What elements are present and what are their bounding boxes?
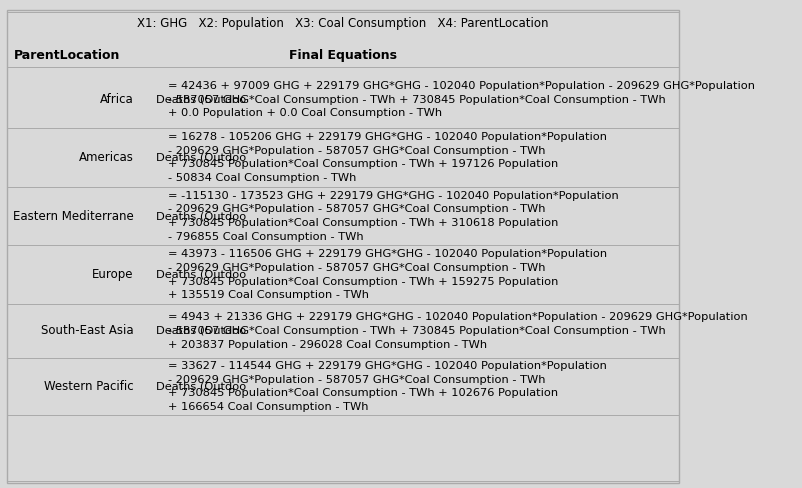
Text: + 730845 Population*Coal Consumption - TWh + 310618 Population: + 730845 Population*Coal Consumption - T… — [168, 218, 557, 228]
Text: = 33627 - 114544 GHG + 229179 GHG*GHG - 102040 Population*Population: = 33627 - 114544 GHG + 229179 GHG*GHG - … — [168, 361, 606, 371]
Text: Deaths (Outdoo: Deaths (Outdoo — [156, 382, 246, 391]
Text: = -115130 - 173523 GHG + 229179 GHG*GHG - 102040 Population*Population: = -115130 - 173523 GHG + 229179 GHG*GHG … — [168, 191, 618, 201]
Text: Final Equations: Final Equations — [289, 49, 396, 62]
Text: - 587057 GHG*Coal Consumption - TWh + 730845 Population*Coal Consumption - TWh: - 587057 GHG*Coal Consumption - TWh + 73… — [168, 95, 665, 104]
Text: Deaths (Outdoo: Deaths (Outdoo — [156, 211, 246, 221]
Text: South-East Asia: South-East Asia — [41, 325, 134, 337]
Text: Western Pacific: Western Pacific — [44, 380, 134, 393]
Text: - 796855 Coal Consumption - TWh: - 796855 Coal Consumption - TWh — [168, 232, 363, 242]
Text: ParentLocation: ParentLocation — [14, 49, 120, 62]
Text: = 4943 + 21336 GHG + 229179 GHG*GHG - 102040 Population*Population - 209629 GHG*: = 4943 + 21336 GHG + 229179 GHG*GHG - 10… — [168, 312, 747, 322]
Text: Deaths (Outdoo: Deaths (Outdoo — [156, 95, 246, 104]
Text: = 43973 - 116506 GHG + 229179 GHG*GHG - 102040 Population*Population: = 43973 - 116506 GHG + 229179 GHG*GHG - … — [168, 249, 606, 259]
Text: - 209629 GHG*Population - 587057 GHG*Coal Consumption - TWh: - 209629 GHG*Population - 587057 GHG*Coa… — [168, 146, 545, 156]
Text: + 166654 Coal Consumption - TWh: + 166654 Coal Consumption - TWh — [168, 402, 368, 412]
Text: + 203837 Population - 296028 Coal Consumption - TWh: + 203837 Population - 296028 Coal Consum… — [168, 340, 487, 349]
Text: + 730845 Population*Coal Consumption - TWh + 102676 Population: + 730845 Population*Coal Consumption - T… — [168, 388, 557, 398]
Text: Deaths (Outdoo: Deaths (Outdoo — [156, 270, 246, 280]
Text: - 50834 Coal Consumption - TWh: - 50834 Coal Consumption - TWh — [168, 173, 356, 183]
Text: + 730845 Population*Coal Consumption - TWh + 159275 Population: + 730845 Population*Coal Consumption - T… — [168, 277, 557, 286]
Text: - 209629 GHG*Population - 587057 GHG*Coal Consumption - TWh: - 209629 GHG*Population - 587057 GHG*Coa… — [168, 375, 545, 385]
Text: - 587057 GHG*Coal Consumption - TWh + 730845 Population*Coal Consumption - TWh: - 587057 GHG*Coal Consumption - TWh + 73… — [168, 326, 665, 336]
Text: - 209629 GHG*Population - 587057 GHG*Coal Consumption - TWh: - 209629 GHG*Population - 587057 GHG*Coa… — [168, 204, 545, 214]
Text: + 135519 Coal Consumption - TWh: + 135519 Coal Consumption - TWh — [168, 290, 369, 300]
Text: - 209629 GHG*Population - 587057 GHG*Coal Consumption - TWh: - 209629 GHG*Population - 587057 GHG*Coa… — [168, 263, 545, 273]
Text: Deaths (Outdoo: Deaths (Outdoo — [156, 326, 246, 336]
Text: X1: GHG   X2: Population   X3: Coal Consumption   X4: ParentLocation: X1: GHG X2: Population X3: Coal Consumpt… — [137, 17, 548, 30]
Text: Deaths (Outdoo: Deaths (Outdoo — [156, 153, 246, 163]
Text: Africa: Africa — [100, 93, 134, 106]
Text: + 0.0 Population + 0.0 Coal Consumption - TWh: + 0.0 Population + 0.0 Coal Consumption … — [168, 108, 442, 118]
Text: = 16278 - 105206 GHG + 229179 GHG*GHG - 102040 Population*Population: = 16278 - 105206 GHG + 229179 GHG*GHG - … — [168, 132, 606, 142]
Text: = 42436 + 97009 GHG + 229179 GHG*GHG - 102040 Population*Population - 209629 GHG: = 42436 + 97009 GHG + 229179 GHG*GHG - 1… — [168, 81, 754, 91]
Text: Eastern Mediterrane: Eastern Mediterrane — [13, 210, 134, 223]
Text: + 730845 Population*Coal Consumption - TWh + 197126 Population: + 730845 Population*Coal Consumption - T… — [168, 160, 557, 169]
Text: Europe: Europe — [92, 268, 134, 281]
Text: Americas: Americas — [79, 151, 134, 164]
